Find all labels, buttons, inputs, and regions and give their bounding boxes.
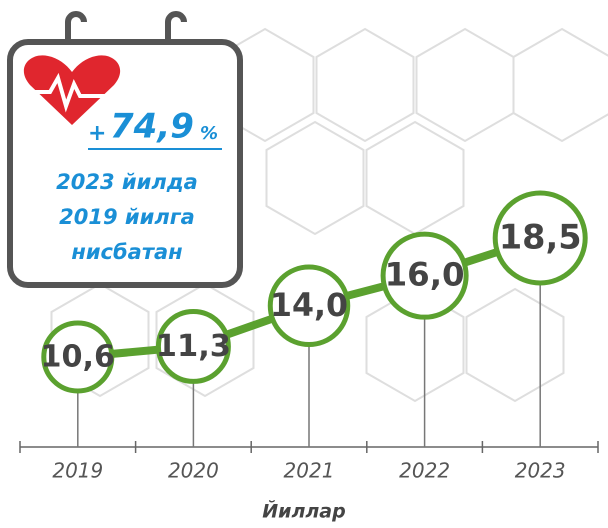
x-axis-label: Йиллар bbox=[262, 500, 345, 523]
hexagon bbox=[267, 122, 364, 234]
hook bbox=[168, 14, 184, 42]
value-label: 16,0 bbox=[385, 256, 465, 294]
x-tick-label: 2022 bbox=[399, 459, 450, 483]
value-label: 18,5 bbox=[499, 218, 582, 257]
hook bbox=[68, 14, 84, 42]
hexagon bbox=[467, 289, 564, 401]
hexagon bbox=[317, 29, 414, 141]
callout-line: 2023 йилда bbox=[56, 170, 198, 194]
callout-line: 2019 йилга bbox=[59, 205, 195, 229]
x-tick-label: 2019 bbox=[52, 459, 103, 483]
hexagon bbox=[367, 122, 464, 234]
change-value: 74,9 bbox=[110, 107, 194, 147]
value-label: 10,6 bbox=[41, 340, 115, 375]
change-sign: + bbox=[88, 121, 106, 146]
callout: + 74,9 % 2023 йилда 2019 йилга нисбатан bbox=[10, 14, 240, 285]
value-label: 14,0 bbox=[270, 288, 348, 324]
hexagon bbox=[417, 29, 514, 141]
x-tick-label: 2021 bbox=[284, 459, 335, 483]
callout-line: нисбатан bbox=[71, 240, 182, 264]
x-tick-label: 2020 bbox=[168, 459, 219, 483]
hexagon bbox=[514, 29, 608, 141]
x-tick-label: 2023 bbox=[515, 459, 566, 483]
change-unit: % bbox=[200, 123, 218, 144]
value-label: 11,3 bbox=[156, 329, 231, 364]
chart: + 74,9 % 2023 йилда 2019 йилга нисбатан … bbox=[0, 0, 608, 528]
